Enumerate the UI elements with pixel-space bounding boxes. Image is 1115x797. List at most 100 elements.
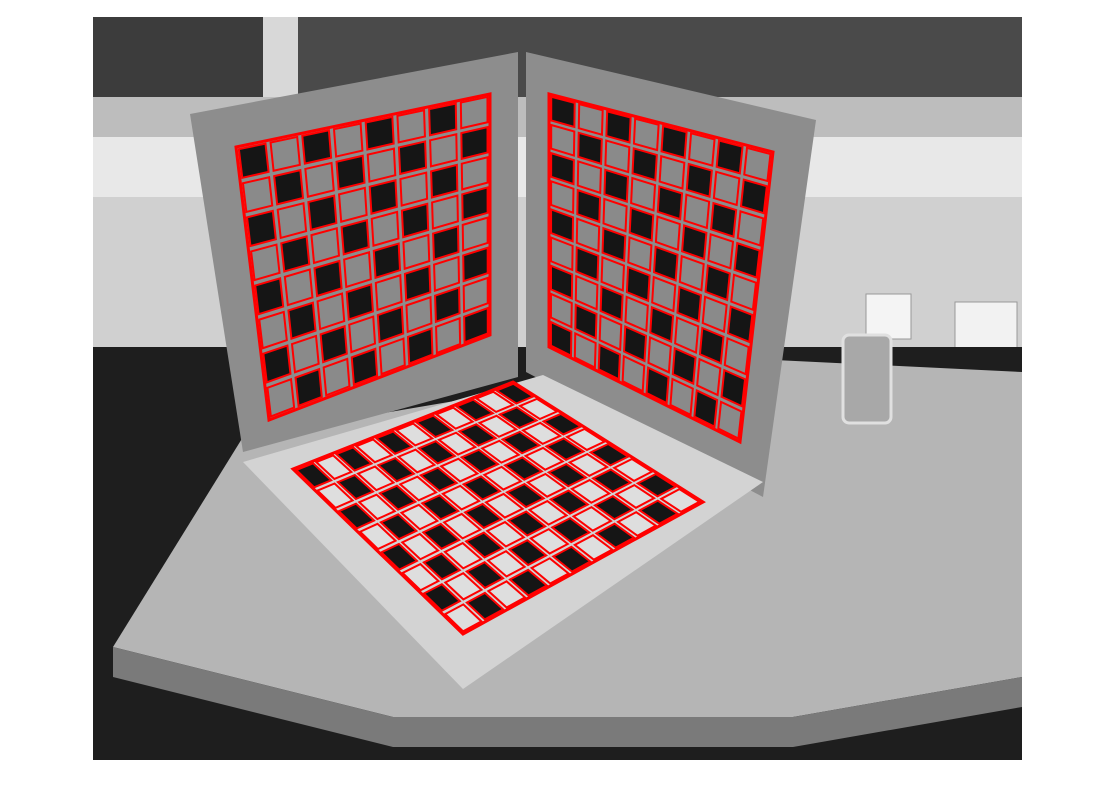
grid-cell — [358, 522, 398, 551]
grid-cell — [486, 580, 527, 609]
grid-cell — [350, 347, 379, 387]
grid-cell — [461, 186, 489, 222]
grid-cell — [430, 163, 459, 199]
grid-cell — [602, 197, 628, 233]
window-frame-left — [93, 17, 268, 97]
left-wall-detected-grid — [234, 92, 492, 423]
grid-cell — [262, 344, 292, 384]
grid-cell — [621, 354, 646, 393]
grid-cell — [332, 122, 364, 158]
grid-cell — [508, 568, 549, 597]
grid-cell — [649, 305, 675, 344]
grid-cell — [500, 430, 542, 455]
grid-cell — [397, 140, 428, 176]
grid-cell — [334, 446, 374, 472]
grid-outline — [290, 380, 706, 636]
grid-cell — [574, 274, 599, 311]
grid-cell — [273, 168, 305, 206]
grid-cell — [723, 336, 750, 376]
axes-image — [93, 17, 1022, 760]
grid-cell — [443, 603, 484, 633]
grid-cell — [379, 542, 419, 571]
grid-cell — [685, 162, 713, 199]
table-edge — [113, 647, 1022, 747]
grid-cell — [405, 295, 433, 334]
grid-cell — [597, 343, 621, 381]
grid-cell — [336, 473, 375, 501]
grid-cell — [717, 400, 743, 441]
grid-cell — [482, 465, 523, 491]
grid-cell — [431, 194, 459, 230]
grid-cell — [506, 510, 548, 537]
grid-cell — [428, 102, 458, 137]
grid-cell — [726, 305, 754, 344]
grid-cell — [528, 527, 570, 555]
grid-cell — [402, 233, 431, 271]
grid-outline — [234, 92, 492, 423]
grid-cell — [460, 125, 489, 161]
grid-cell — [733, 241, 761, 279]
grid-cell — [422, 552, 462, 581]
grid-cell — [577, 131, 603, 166]
grid-cell — [376, 305, 405, 344]
grid-cell — [548, 489, 590, 515]
right-wall-detected-grid — [547, 92, 775, 445]
grid-cell — [266, 377, 296, 418]
grid-cell — [437, 431, 478, 456]
grid-cell — [460, 155, 489, 191]
grid-cell — [484, 492, 525, 519]
grid-cell — [403, 264, 432, 302]
grid-cell — [736, 210, 765, 247]
grid-cell — [432, 224, 460, 262]
grid-cell — [348, 315, 377, 354]
grid-cell — [441, 484, 481, 511]
grid-cell — [241, 176, 274, 214]
grid-cell — [541, 412, 583, 436]
grid-cell — [313, 259, 343, 298]
grid-cell — [283, 268, 314, 307]
grid-cell — [462, 246, 489, 283]
grid-cell — [366, 147, 397, 183]
grid-cell — [439, 457, 480, 483]
grid-cell — [421, 522, 462, 550]
grid-cell — [681, 224, 708, 261]
grid-cell — [416, 440, 457, 465]
grid-cell — [374, 273, 403, 312]
grid-cell — [565, 427, 607, 452]
grid-cell — [707, 232, 735, 270]
grid-cell — [503, 456, 544, 481]
grid-cell — [527, 499, 569, 526]
grid-cell — [715, 139, 744, 175]
grid-cell — [574, 303, 598, 340]
grid-cell — [377, 484, 418, 511]
grid-cell — [598, 314, 623, 352]
grid-cell — [433, 255, 461, 293]
grid-cell — [669, 377, 694, 417]
grid-cell — [322, 357, 351, 397]
grid-cell — [398, 475, 438, 502]
grid-cell — [464, 531, 505, 559]
grid-cell — [628, 206, 655, 242]
grid-cell — [418, 466, 459, 493]
grid-cell — [688, 132, 716, 167]
grid-cell — [474, 390, 516, 414]
grid-cell — [310, 226, 341, 265]
grid-cell — [627, 236, 653, 273]
grid-cell — [245, 209, 277, 248]
grid-outline — [547, 92, 775, 445]
grid-cell — [280, 235, 311, 273]
grid-cell — [459, 448, 500, 474]
grid-cell — [576, 188, 602, 224]
grid-cell — [730, 273, 758, 312]
grid-cell — [269, 135, 301, 172]
grid-cell — [654, 215, 681, 252]
grid-cell — [258, 310, 288, 350]
grid-cell — [486, 550, 527, 578]
grid-cell — [454, 398, 495, 422]
grid-cell — [569, 478, 612, 504]
grid-cell — [276, 202, 308, 240]
grid-cell — [631, 147, 658, 182]
grid-cell — [364, 115, 395, 151]
power-outlet-2 — [954, 301, 1018, 353]
